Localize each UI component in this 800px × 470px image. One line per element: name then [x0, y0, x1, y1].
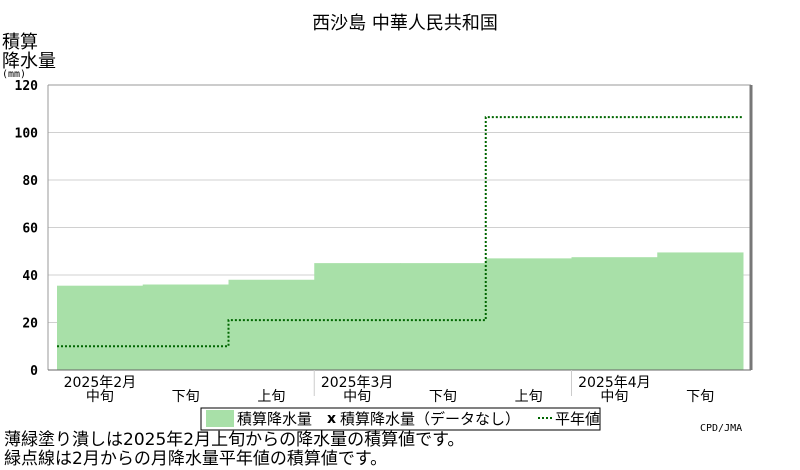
y-axis-label-line-2: 降水量 [2, 51, 56, 72]
accumulated-precipitation-series [57, 252, 744, 370]
y-tick-label-40: 40 [22, 269, 38, 284]
bar-0 [57, 285, 144, 370]
legend-swatch-accumulated [206, 410, 234, 427]
bar-6 [571, 257, 658, 370]
y-axis-label-line-1: 積算 [2, 32, 38, 53]
x-tick-label-1: 下旬 [172, 389, 200, 405]
y-tick-label-80: 80 [22, 174, 38, 189]
month-label-0: 2025年2月 [64, 375, 137, 391]
bar-7 [657, 252, 744, 370]
month-label-3: 2025年3月 [321, 375, 394, 391]
bar-2 [228, 279, 315, 370]
x-tick-label-6: 中旬 [600, 389, 628, 405]
legend-label-normal: 平年値 [555, 410, 600, 428]
bar-5 [485, 258, 572, 370]
bar-4 [400, 263, 487, 370]
y-tick-label-20: 20 [22, 317, 38, 332]
normal-value-series-line [57, 116, 743, 348]
x-tick-label-0: 中旬 [86, 389, 114, 405]
x-tick-label-5: 上旬 [515, 389, 543, 405]
legend-box [200, 407, 601, 431]
legend-marker-cross: x [327, 411, 336, 427]
y-tick-label-120: 120 [15, 79, 39, 94]
plot-frame [47, 84, 753, 371]
y-tick-label-0: 0 [30, 364, 38, 379]
credit-text: CPD/JMA [700, 423, 742, 434]
legend-label-no-data: 積算降水量（データなし） [340, 410, 520, 428]
x-tick-label-7: 下旬 [686, 389, 714, 405]
note-accumulated: 薄緑塗り潰しは2025年2月上旬からの降水量の積算値です。 [4, 430, 465, 450]
chart-title: 西沙島 中華人民共和国 [312, 13, 498, 34]
bar-3 [314, 263, 401, 370]
y-axis-ticks: 0 20 40 60 80 100 120 [15, 79, 39, 379]
y-tick-label-100: 100 [15, 127, 39, 142]
legend: 積算降水量 x 積算降水量（データなし） 平年値 [200, 407, 601, 431]
y-axis-label-unit: (mm) [2, 69, 26, 80]
x-axis-ticks: 中旬 下旬 上旬 中旬 下旬 上旬 中旬 下旬 2025年2月 2025年3月 2025年4月 [64, 370, 714, 405]
y-tick-label-60: 60 [22, 222, 38, 237]
bar-1 [142, 284, 229, 370]
x-tick-label-2: 上旬 [257, 389, 285, 405]
x-tick-label-4: 下旬 [429, 389, 457, 405]
month-label-6: 2025年4月 [578, 375, 651, 391]
note-normal: 緑点線は2月からの月降水量平年値の積算値です。 [4, 449, 388, 469]
x-tick-label-3: 中旬 [343, 389, 371, 405]
legend-label-accumulated: 積算降水量 [237, 410, 312, 428]
